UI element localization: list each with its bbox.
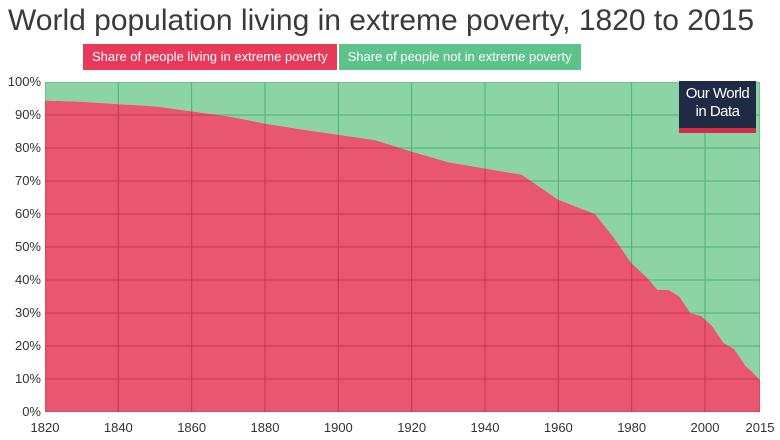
legend-item-not-poverty[interactable]: Share of people not in extreme poverty [338,44,581,70]
x-tick-label: 1820 [31,420,60,435]
owid-logo[interactable]: Our World in Data [679,81,756,133]
legend-item-poverty[interactable]: Share of people living in extreme povert… [83,44,337,70]
y-tick-label: 20% [15,338,41,353]
series-area-poverty [45,100,760,412]
x-tick-label: 2000 [691,420,720,435]
x-tick-label: 1980 [617,420,646,435]
x-tick-label: 2015 [746,420,775,435]
y-tick-label: 70% [15,173,41,188]
y-tick-label: 50% [15,239,41,254]
y-tick-label: 0% [22,404,41,419]
y-tick-label: 80% [15,140,41,155]
x-tick-label: 1860 [177,420,206,435]
x-tick-label: 1900 [324,420,353,435]
x-tick-label: 1840 [104,420,133,435]
series-area-not-poverty [45,82,760,381]
chart-title: World population living in extreme pover… [8,4,755,37]
y-tick-label: 30% [15,305,41,320]
logo-line-1: Our World [685,85,750,102]
y-tick-label: 40% [15,272,41,287]
x-tick-label: 1920 [397,420,426,435]
logo-bar [679,128,756,133]
y-tick-label: 10% [15,371,41,386]
y-tick-label: 100% [8,74,42,89]
y-tick-label: 90% [15,107,41,122]
x-tick-label: 1960 [544,420,573,435]
logo-line-2: in Data [695,103,740,120]
legend: Share of people living in extreme povert… [83,44,581,70]
y-tick-label: 60% [15,206,41,221]
x-tick-label: 1880 [251,420,280,435]
x-tick-label: 1940 [471,420,500,435]
